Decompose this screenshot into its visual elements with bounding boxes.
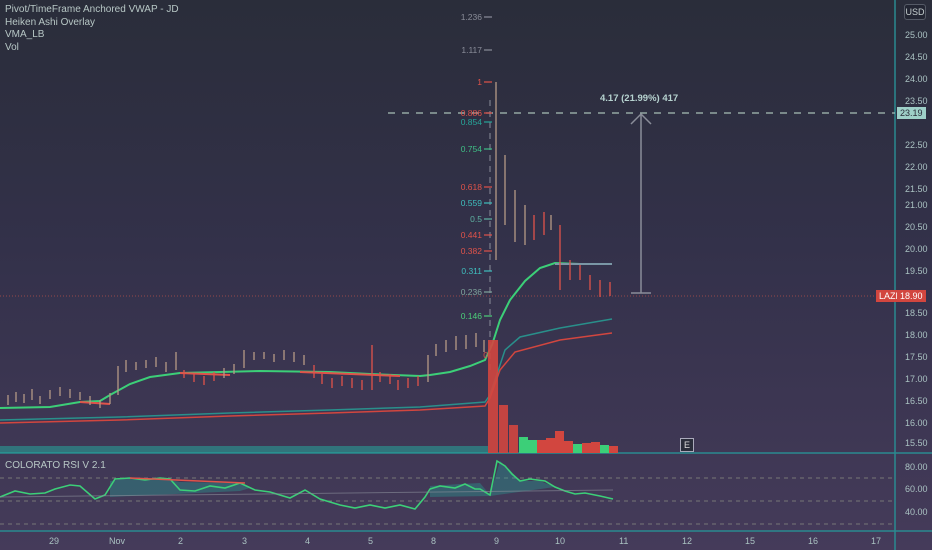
time-tick: 10	[555, 536, 566, 546]
fib-label: 0.236	[460, 287, 482, 297]
fib-label: 0.754	[460, 144, 482, 154]
time-tick: Nov	[109, 536, 126, 546]
time-tick: 3	[242, 536, 248, 546]
fib-label: 0.441	[460, 230, 482, 240]
indicator-legend[interactable]: Pivot/TimeFrame Anchored VWAP - JD Heike…	[5, 4, 179, 54]
rsi-tick: 80.00	[905, 462, 928, 472]
fib-label: 0.559	[460, 198, 482, 208]
price-tick: 17.00	[905, 374, 928, 384]
price-tick: 21.00	[905, 200, 928, 210]
earnings-marker-button[interactable]: E	[680, 438, 694, 452]
time-tick: 11	[619, 536, 629, 546]
fib-label: 0.382	[460, 246, 482, 256]
time-tick: 17	[871, 536, 882, 546]
price-tick: 16.00	[905, 418, 928, 428]
rsi-panel-title[interactable]: COLORATO RSI V 2.1	[5, 460, 106, 471]
fib-label: 1.236	[460, 12, 482, 22]
price-tick: 25.00	[905, 30, 928, 40]
legend-item[interactable]: Heiken Ashi Overlay	[5, 16, 96, 28]
fib-label: 1.117	[461, 45, 482, 55]
price-tick: 18.00	[905, 330, 928, 340]
time-tick: 16	[808, 536, 819, 546]
fib-label: 0.854	[460, 117, 482, 127]
time-tick: 12	[682, 536, 693, 546]
legend-item[interactable]: Vol	[5, 41, 19, 53]
price-tick: 20.50	[905, 222, 928, 232]
price-tick: 24.50	[905, 52, 928, 62]
fib-label: 0.5	[470, 214, 482, 224]
fib-label: 0	[483, 350, 488, 360]
time-tick: 9	[494, 536, 500, 546]
time-tick: 15	[745, 536, 756, 546]
fib-label: 0.146	[460, 311, 482, 321]
time-tick: 5	[368, 536, 374, 546]
legend-item[interactable]: VMA_LB	[5, 29, 45, 40]
time-tick: 2	[178, 536, 184, 546]
target-price-tag: 23.19	[897, 107, 926, 119]
currency-button[interactable]: USD	[904, 4, 926, 20]
price-tick: 21.50	[905, 184, 928, 194]
rsi-tick: 40.00	[905, 507, 928, 517]
price-tick: 23.50	[905, 96, 928, 106]
price-tick: 18.50	[905, 308, 928, 318]
fib-label: 0.311	[461, 266, 482, 276]
price-tick: 15.50	[905, 438, 928, 448]
measure-label: 4.17 (21.99%) 417	[600, 93, 679, 104]
rsi-tick: 60.00	[905, 484, 928, 494]
time-tick: 8	[431, 536, 437, 546]
price-tick: 22.50	[905, 140, 928, 150]
time-tick: 29	[49, 536, 60, 546]
price-tick: 20.00	[905, 244, 928, 254]
price-tick: 22.00	[905, 162, 928, 172]
price-tick: 19.50	[905, 266, 928, 276]
legend-item[interactable]: Pivot/TimeFrame Anchored VWAP - JD	[5, 4, 179, 15]
fib-label: 1	[477, 77, 482, 87]
fib-label: 0.886	[460, 108, 482, 118]
price-tick: 24.00	[905, 74, 928, 84]
time-tick: 4	[305, 536, 311, 546]
price-tick: 16.50	[905, 396, 928, 406]
price-tick: 17.50	[905, 352, 928, 362]
last-price-tag: 18.90	[897, 290, 926, 302]
fib-label: 0.618	[460, 182, 482, 192]
